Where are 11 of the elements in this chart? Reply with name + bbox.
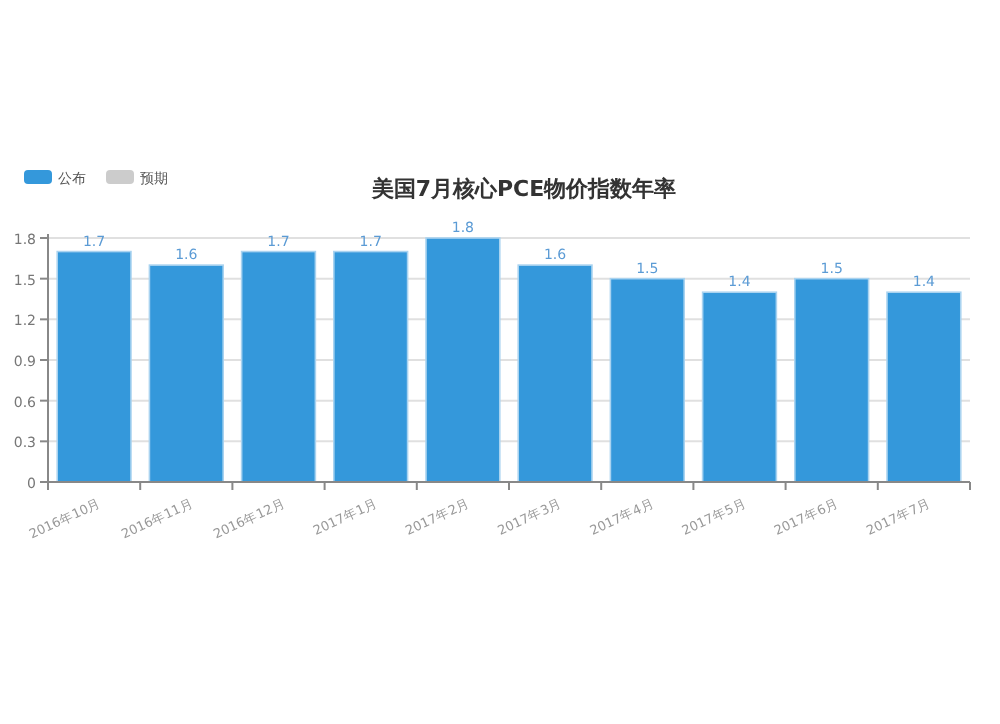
bar	[701, 291, 778, 483]
bar	[886, 291, 962, 483]
chart-title: 美国7月核心PCE物价指数年率	[369, 176, 677, 202]
bar	[333, 250, 409, 483]
bar	[56, 250, 132, 483]
bar	[609, 277, 685, 483]
bar	[517, 264, 593, 483]
bar	[240, 250, 317, 483]
bar	[425, 237, 501, 483]
bar	[148, 264, 224, 483]
bar	[794, 277, 870, 483]
